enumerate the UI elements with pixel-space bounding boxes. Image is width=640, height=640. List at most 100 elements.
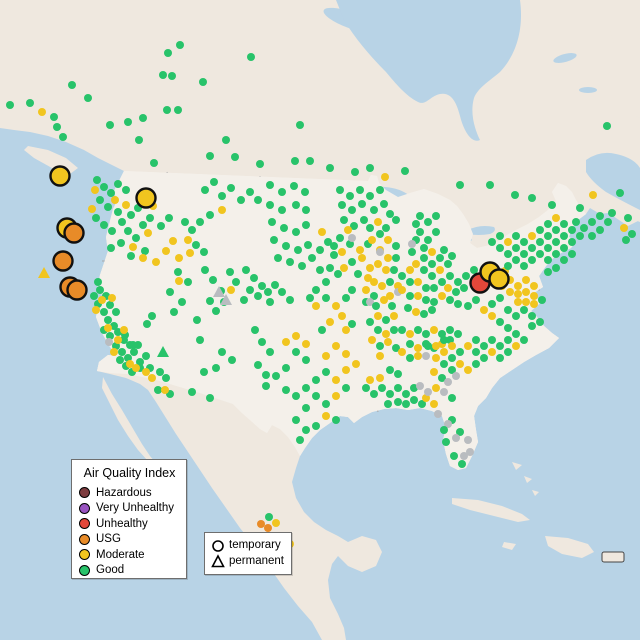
station-dot[interactable] (432, 212, 440, 220)
station-dot[interactable] (576, 204, 584, 212)
station-dot[interactable] (348, 286, 356, 294)
station-dot[interactable] (122, 201, 130, 209)
temporary-station-large-circle[interactable] (52, 250, 74, 272)
station-dot[interactable] (414, 344, 422, 352)
station-dot[interactable] (126, 341, 134, 349)
station-dot[interactable] (352, 360, 360, 368)
station-dot[interactable] (406, 292, 414, 300)
station-dot[interactable] (406, 278, 414, 286)
station-dot[interactable] (146, 214, 154, 222)
station-dot[interactable] (256, 160, 264, 168)
station-dot[interactable] (348, 206, 356, 214)
station-dot[interactable] (414, 352, 422, 360)
station-dot[interactable] (96, 286, 104, 294)
station-dot[interactable] (446, 296, 454, 304)
station-dot[interactable] (381, 173, 389, 181)
station-dot[interactable] (270, 236, 278, 244)
station-dot[interactable] (210, 178, 218, 186)
station-dot[interactable] (430, 368, 438, 376)
station-dot[interactable] (488, 300, 496, 308)
station-dot[interactable] (398, 272, 406, 280)
station-dot[interactable] (488, 312, 496, 320)
station-dot[interactable] (470, 266, 478, 274)
station-dot[interactable] (370, 292, 378, 300)
station-dot[interactable] (536, 226, 544, 234)
station-dot[interactable] (544, 256, 552, 264)
station-dot[interactable] (380, 200, 388, 208)
station-dot[interactable] (496, 342, 504, 350)
station-dot[interactable] (378, 384, 386, 392)
station-dot[interactable] (302, 340, 310, 348)
station-dot[interactable] (420, 266, 428, 274)
station-dot[interactable] (394, 384, 402, 392)
station-dot[interactable] (568, 226, 576, 234)
station-dot[interactable] (227, 184, 235, 192)
station-dot[interactable] (530, 292, 538, 300)
station-dot[interactable] (382, 316, 390, 324)
station-dot[interactable] (354, 270, 362, 278)
station-dot[interactable] (94, 278, 102, 286)
station-dot[interactable] (242, 266, 250, 274)
station-dot[interactable] (142, 368, 150, 376)
station-dot[interactable] (257, 520, 265, 528)
station-dot[interactable] (124, 118, 132, 126)
station-dot[interactable] (334, 270, 342, 278)
station-dot[interactable] (142, 352, 150, 360)
station-dot[interactable] (488, 336, 496, 344)
station-dot[interactable] (464, 436, 472, 444)
station-dot[interactable] (96, 196, 104, 204)
station-dot[interactable] (366, 318, 374, 326)
station-dot[interactable] (368, 336, 376, 344)
station-dot[interactable] (268, 218, 276, 226)
station-dot[interactable] (200, 368, 208, 376)
station-dot[interactable] (127, 252, 135, 260)
station-dot[interactable] (552, 226, 560, 234)
station-dot[interactable] (511, 191, 519, 199)
station-dot[interactable] (432, 384, 440, 392)
station-dot[interactable] (464, 342, 472, 350)
station-dot[interactable] (201, 186, 209, 194)
station-dot[interactable] (186, 249, 194, 257)
station-dot[interactable] (164, 49, 172, 57)
station-dot[interactable] (430, 298, 438, 306)
station-dot[interactable] (530, 282, 538, 290)
station-dot[interactable] (596, 226, 604, 234)
station-dot[interactable] (148, 312, 156, 320)
station-dot[interactable] (370, 278, 378, 286)
station-dot[interactable] (424, 236, 432, 244)
station-dot[interactable] (302, 404, 310, 412)
station-dot[interactable] (266, 201, 274, 209)
station-dot[interactable] (356, 186, 364, 194)
station-dot[interactable] (159, 71, 167, 79)
station-dot[interactable] (122, 186, 130, 194)
station-dot[interactable] (466, 448, 474, 456)
station-dot[interactable] (414, 292, 422, 300)
station-dot[interactable] (544, 244, 552, 252)
permanent-station-triangle[interactable] (157, 346, 169, 357)
station-dot[interactable] (206, 211, 214, 219)
station-dot[interactable] (302, 356, 310, 364)
station-dot[interactable] (604, 218, 612, 226)
station-dot[interactable] (318, 228, 326, 236)
station-dot[interactable] (448, 354, 456, 362)
station-dot[interactable] (322, 278, 330, 286)
station-dot[interactable] (266, 348, 274, 356)
station-dot[interactable] (442, 438, 450, 446)
station-dot[interactable] (428, 248, 436, 256)
station-dot[interactable] (322, 368, 330, 376)
station-dot[interactable] (398, 326, 406, 334)
station-dot[interactable] (392, 216, 400, 224)
station-dot[interactable] (576, 232, 584, 240)
station-dot[interactable] (376, 248, 384, 256)
station-dot[interactable] (376, 374, 384, 382)
station-dot[interactable] (382, 330, 390, 338)
station-dot[interactable] (59, 133, 67, 141)
station-dot[interactable] (342, 350, 350, 358)
station-dot[interactable] (251, 326, 259, 334)
station-dot[interactable] (162, 374, 170, 382)
station-dot[interactable] (376, 342, 384, 350)
station-dot[interactable] (580, 224, 588, 232)
station-dot[interactable] (382, 266, 390, 274)
station-dot[interactable] (218, 348, 226, 356)
station-dot[interactable] (326, 264, 334, 272)
